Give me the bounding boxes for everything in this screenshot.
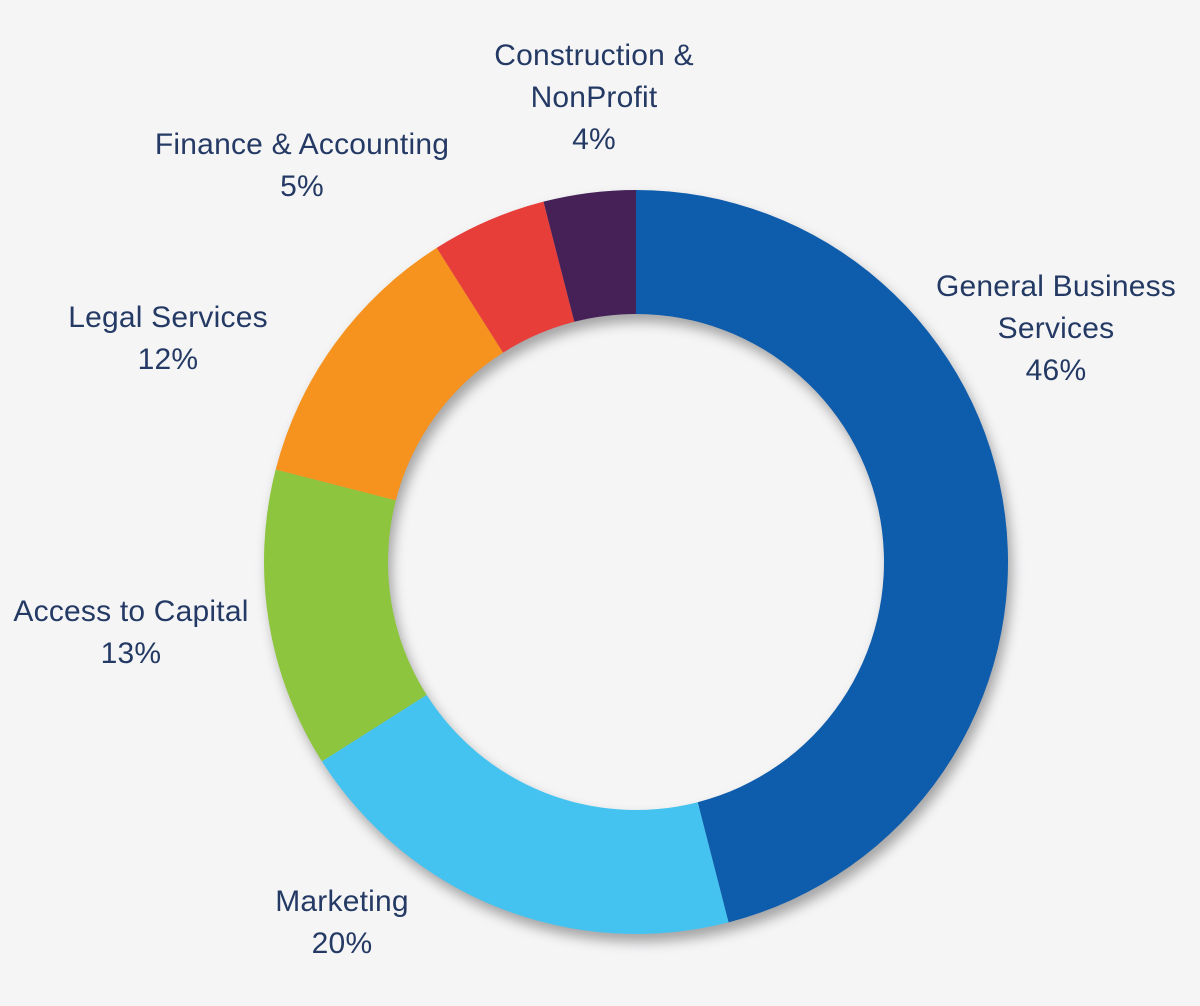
slice-marketing (321, 694, 729, 934)
slice-finance-accounting (436, 201, 575, 353)
slice-general-business-services (636, 190, 1008, 923)
slice-legal-services (275, 247, 504, 501)
slice-access-to-capital (264, 469, 427, 762)
slice-construction-nonprofit (543, 190, 636, 322)
donut-ring (264, 190, 1008, 934)
